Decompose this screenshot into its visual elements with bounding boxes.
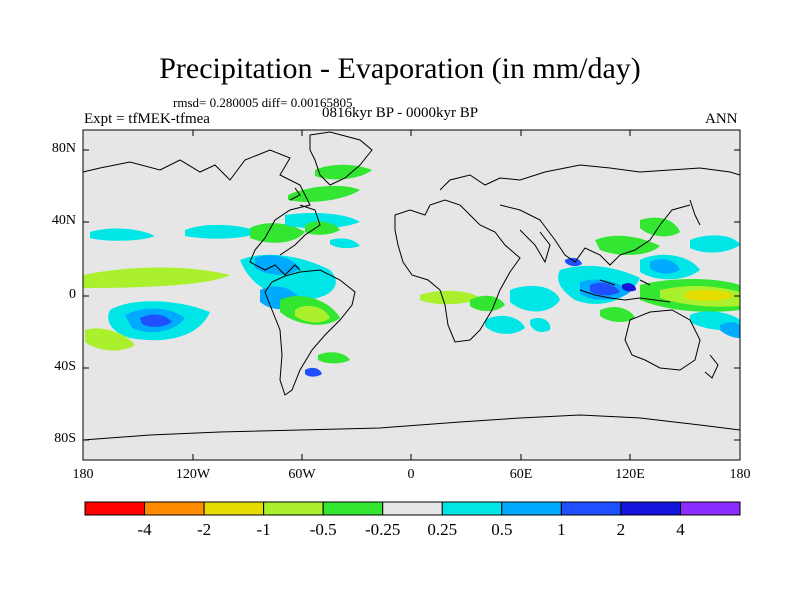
- period-label: 0816kyr BP - 0000kyr BP: [322, 105, 479, 121]
- colorbar-swatch: [501, 501, 562, 516]
- lon-label-60w: 60W: [288, 467, 316, 482]
- coastline-japan: [689, 199, 701, 226]
- field-patch: [83, 267, 230, 288]
- season-label: ANN: [705, 111, 738, 127]
- lon-label-0: 0: [407, 467, 415, 482]
- lon-label-120w: 120W: [175, 467, 211, 482]
- coastline-new-zealand: [704, 354, 719, 379]
- lon-label-180w: 180: [72, 467, 94, 482]
- coastline-arabia: [519, 229, 551, 264]
- field-patch: [600, 307, 635, 323]
- coastline-asia-south: [499, 204, 691, 266]
- colorbar-swatch: [263, 501, 324, 516]
- colorbar-label: 4: [676, 520, 685, 539]
- colorbar-label: -0.25: [365, 520, 401, 539]
- coastline-africa: [394, 199, 521, 343]
- colorbar-label: -2: [196, 520, 212, 539]
- colorbar-swatch: [84, 501, 146, 516]
- lat-label-80s: 80S: [54, 431, 76, 446]
- lon-label-180e: 180: [729, 467, 751, 482]
- field-patch: [595, 235, 660, 255]
- coastline-east-coast: [279, 187, 321, 256]
- colorbar-swatch: [620, 501, 681, 516]
- lon-label-120e: 120E: [615, 467, 645, 482]
- stats-line: rmsd= 0.280005 diff= 0.00165805: [173, 95, 353, 110]
- field-patch: [315, 164, 372, 180]
- field-patch: [330, 238, 360, 249]
- axis-ticks: [83, 130, 740, 460]
- field-patch: [485, 315, 525, 334]
- colorbar-swatch: [679, 501, 741, 516]
- coastline-greenland: [309, 131, 373, 186]
- field-patch: [590, 282, 620, 296]
- colorbar-label: 0.25: [427, 520, 458, 539]
- field-patch: [650, 259, 680, 274]
- field-patch: [510, 285, 560, 312]
- coastline-antarctica: [83, 414, 740, 441]
- colorbar-swatch: [322, 501, 384, 516]
- colorbar-swatch: [560, 501, 622, 516]
- lat-label-80n: 80N: [51, 141, 76, 156]
- field-patch: [305, 221, 340, 235]
- precip-evap-field: [83, 164, 740, 377]
- colorbar-label: 0.5: [491, 520, 513, 539]
- lon-label-60e: 60E: [509, 467, 533, 482]
- field-patch: [565, 257, 582, 267]
- plot-title: Precipitation - Evaporation (in mm/day): [159, 52, 641, 85]
- coastlines: [83, 131, 740, 441]
- coastline-australia: [624, 309, 701, 371]
- field-patch: [530, 318, 551, 333]
- colorbar-swatch: [144, 501, 205, 516]
- experiment-label: Expt = tfMEK-tfmea: [84, 111, 210, 127]
- field-patch: [285, 212, 360, 229]
- colorbar-label: -1: [256, 520, 271, 539]
- coastline-indonesia: [579, 279, 671, 303]
- field-patch: [318, 352, 350, 364]
- colorbar-swatch: [203, 501, 265, 516]
- coastline-eurasia-north: [439, 164, 740, 191]
- field-patch: [690, 235, 740, 253]
- colorbar-label: 1: [557, 520, 566, 539]
- lat-label-40s: 40S: [54, 359, 76, 374]
- field-patch: [295, 305, 330, 323]
- field-patch: [720, 322, 740, 338]
- field-patch: [640, 217, 680, 237]
- field-patch: [250, 223, 305, 243]
- field-patch: [305, 367, 322, 377]
- colorbar-swatch: [382, 501, 443, 516]
- field-patch: [420, 290, 480, 305]
- colorbar-swatch: [441, 501, 503, 516]
- lat-label-0: 0: [69, 287, 76, 302]
- colorbar-label: 2: [616, 520, 626, 539]
- field-patch: [85, 328, 135, 351]
- map-background: [83, 130, 740, 460]
- coastline-north-america: [83, 149, 311, 276]
- field-patch: [185, 224, 260, 239]
- lat-label-40n: 40N: [51, 213, 76, 228]
- field-patch: [685, 289, 735, 301]
- field-patch: [622, 283, 636, 292]
- colorbar-label: -0.5: [309, 520, 337, 539]
- field-patch: [90, 228, 155, 241]
- field-patch: [140, 314, 172, 327]
- coastline-south-america: [264, 269, 356, 396]
- colorbar-label: -4: [137, 520, 152, 539]
